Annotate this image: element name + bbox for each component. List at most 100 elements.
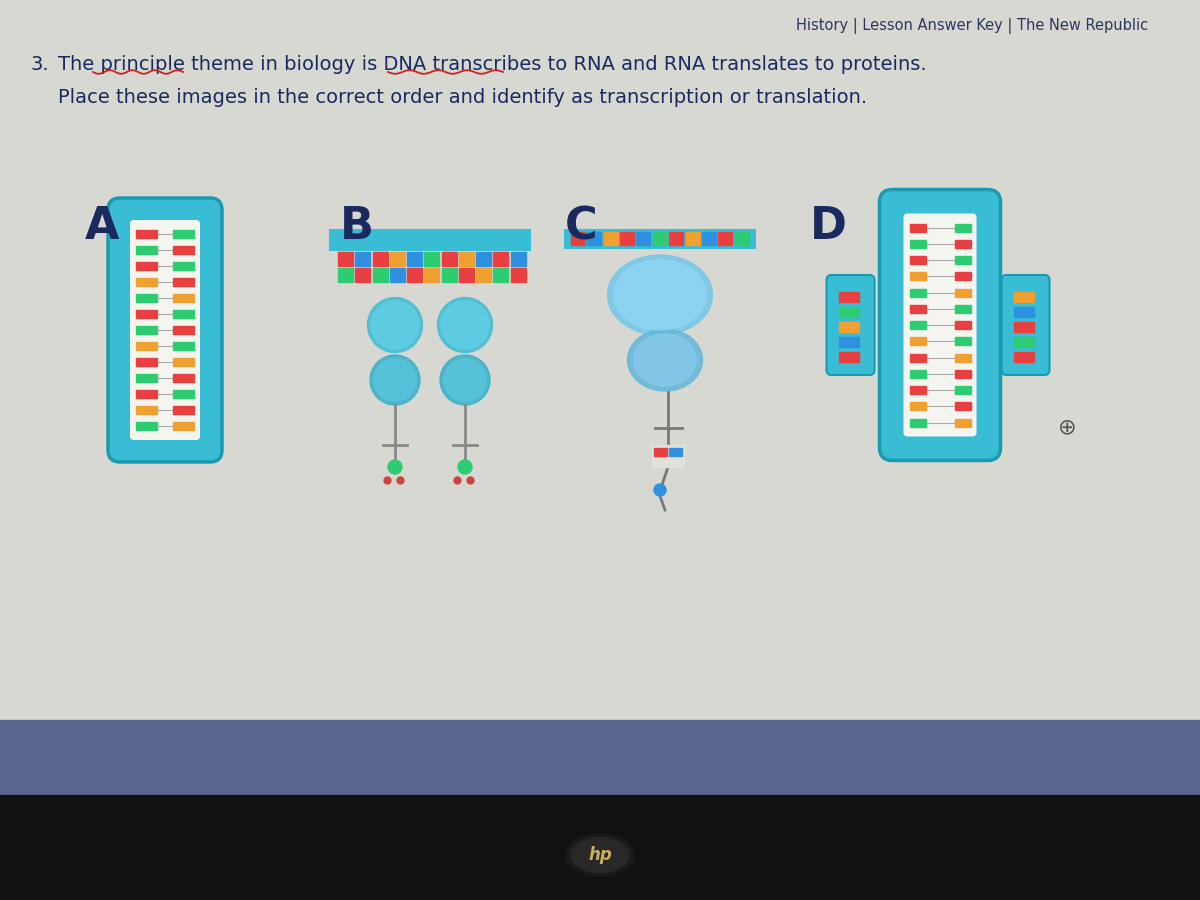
Ellipse shape <box>370 355 420 405</box>
Bar <box>511 268 526 282</box>
Bar <box>954 256 971 264</box>
Bar <box>954 272 971 280</box>
Bar <box>1014 292 1033 302</box>
Bar <box>565 230 755 248</box>
Bar <box>407 252 422 266</box>
Ellipse shape <box>442 301 490 349</box>
Bar <box>910 239 925 248</box>
Bar <box>338 268 353 282</box>
Bar <box>425 252 439 266</box>
Text: History | Lesson Answer Key | The New Republic: History | Lesson Answer Key | The New Re… <box>796 18 1148 34</box>
Bar <box>442 268 457 282</box>
Bar <box>954 418 971 427</box>
Bar <box>839 337 858 347</box>
Bar <box>910 338 925 346</box>
Bar <box>839 352 858 362</box>
Bar <box>458 268 474 282</box>
Bar <box>954 370 971 378</box>
Bar <box>954 305 971 313</box>
Bar <box>136 358 157 366</box>
FancyBboxPatch shape <box>904 213 977 436</box>
Bar <box>0 720 1200 795</box>
Bar <box>1014 307 1033 317</box>
Bar <box>954 338 971 346</box>
Bar <box>839 292 858 302</box>
Bar <box>493 252 509 266</box>
Bar <box>173 406 194 414</box>
Bar <box>372 268 388 282</box>
Bar <box>636 232 650 245</box>
Ellipse shape <box>458 460 472 474</box>
Bar <box>910 289 925 296</box>
FancyBboxPatch shape <box>108 198 222 462</box>
Bar <box>476 268 491 282</box>
Bar <box>910 223 925 231</box>
Bar <box>338 252 353 266</box>
Bar <box>670 232 683 245</box>
Ellipse shape <box>388 460 402 474</box>
Bar <box>476 252 491 266</box>
Text: B: B <box>340 205 374 248</box>
Bar <box>620 232 634 245</box>
Bar <box>173 422 194 430</box>
Bar <box>390 268 404 282</box>
Text: A: A <box>85 205 120 248</box>
Ellipse shape <box>634 334 696 386</box>
Ellipse shape <box>438 298 492 353</box>
Ellipse shape <box>628 329 702 391</box>
Bar <box>136 246 157 254</box>
Bar <box>954 402 971 410</box>
Text: The principle theme in biology is DNA transcribes to RNA and RNA translates to p: The principle theme in biology is DNA tr… <box>58 55 926 74</box>
Bar <box>458 252 474 266</box>
Bar <box>910 418 925 427</box>
Bar <box>136 422 157 430</box>
FancyBboxPatch shape <box>130 220 200 440</box>
FancyBboxPatch shape <box>880 190 1001 461</box>
FancyBboxPatch shape <box>827 275 875 375</box>
Bar <box>173 374 194 382</box>
Ellipse shape <box>654 484 666 496</box>
Bar <box>136 278 157 286</box>
Bar <box>910 354 925 362</box>
Bar <box>954 321 971 329</box>
Bar <box>910 370 925 378</box>
Bar <box>136 390 157 398</box>
Bar <box>1014 322 1033 332</box>
Bar <box>1014 352 1033 362</box>
Text: D: D <box>810 205 847 248</box>
Bar <box>173 230 194 238</box>
Bar <box>0 795 1200 900</box>
Bar <box>910 386 925 394</box>
Bar <box>173 278 194 286</box>
Ellipse shape <box>367 298 422 353</box>
Bar <box>136 262 157 270</box>
Bar <box>330 230 530 250</box>
Bar <box>734 232 749 245</box>
Bar <box>173 262 194 270</box>
Bar <box>136 406 157 414</box>
Bar <box>653 232 667 245</box>
Ellipse shape <box>371 301 419 349</box>
Text: ⊕: ⊕ <box>1058 418 1076 437</box>
Bar <box>173 246 194 254</box>
Bar <box>136 310 157 318</box>
Bar <box>719 232 732 245</box>
Bar <box>839 322 858 332</box>
Bar <box>910 305 925 313</box>
Ellipse shape <box>571 838 629 872</box>
Bar <box>839 307 858 317</box>
Ellipse shape <box>440 355 490 405</box>
Bar <box>654 448 667 456</box>
Bar <box>173 326 194 334</box>
Bar <box>910 256 925 264</box>
Bar <box>493 268 509 282</box>
Bar <box>355 252 371 266</box>
Bar <box>702 232 716 245</box>
Bar <box>355 268 371 282</box>
Bar <box>910 402 925 410</box>
Ellipse shape <box>614 260 706 330</box>
Text: Place these images in the correct order and identify as transcription or transla: Place these images in the correct order … <box>58 88 868 107</box>
Bar <box>652 445 684 467</box>
Bar <box>173 294 194 302</box>
Bar <box>425 268 439 282</box>
